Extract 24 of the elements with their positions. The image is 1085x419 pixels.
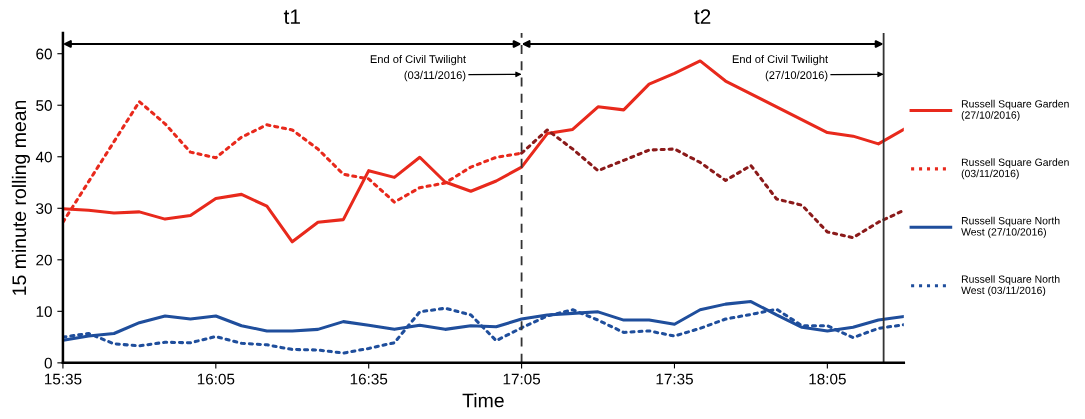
legend-label: Russell Square Garden (03/11/2016) bbox=[961, 158, 1069, 180]
x-tick-label: 17:05 bbox=[503, 373, 541, 385]
line-series bbox=[520, 128, 904, 240]
y-tick-label: 0 bbox=[44, 357, 52, 369]
x-tick-label: 16:05 bbox=[197, 373, 235, 385]
legend-label: Russell Square North West (27/10/2016) bbox=[961, 216, 1060, 238]
x-tick-label: 18:05 bbox=[809, 373, 846, 385]
x-tick-label: 17:35 bbox=[656, 373, 693, 385]
y-tick-label: 30 bbox=[36, 203, 52, 214]
y-tick-label: 20 bbox=[36, 254, 52, 266]
x-tick-label: 16:35 bbox=[350, 373, 388, 385]
annotation: End of Civil Twilight (27/10/2016) bbox=[732, 54, 828, 82]
x-axis-title: Time bbox=[462, 393, 504, 408]
x-tick-label: 15:35 bbox=[44, 373, 82, 385]
y-tick-label: 40 bbox=[35, 151, 52, 163]
text: t1 bbox=[283, 9, 300, 24]
y-tick-label: 10 bbox=[36, 306, 52, 318]
legend-label: Russell Square North West (03/11/2016) bbox=[961, 275, 1060, 297]
y-tick-label: 50 bbox=[36, 100, 52, 111]
legend-label: Russell Square Garden (27/10/2016) bbox=[961, 99, 1069, 121]
annotation: End of Civil Twilight (03/11/2016) bbox=[370, 54, 466, 82]
text: t2 bbox=[694, 9, 711, 24]
y-axis-title: 15 minute rolling mean bbox=[11, 100, 30, 295]
y-tick-label: 60 bbox=[36, 48, 52, 60]
